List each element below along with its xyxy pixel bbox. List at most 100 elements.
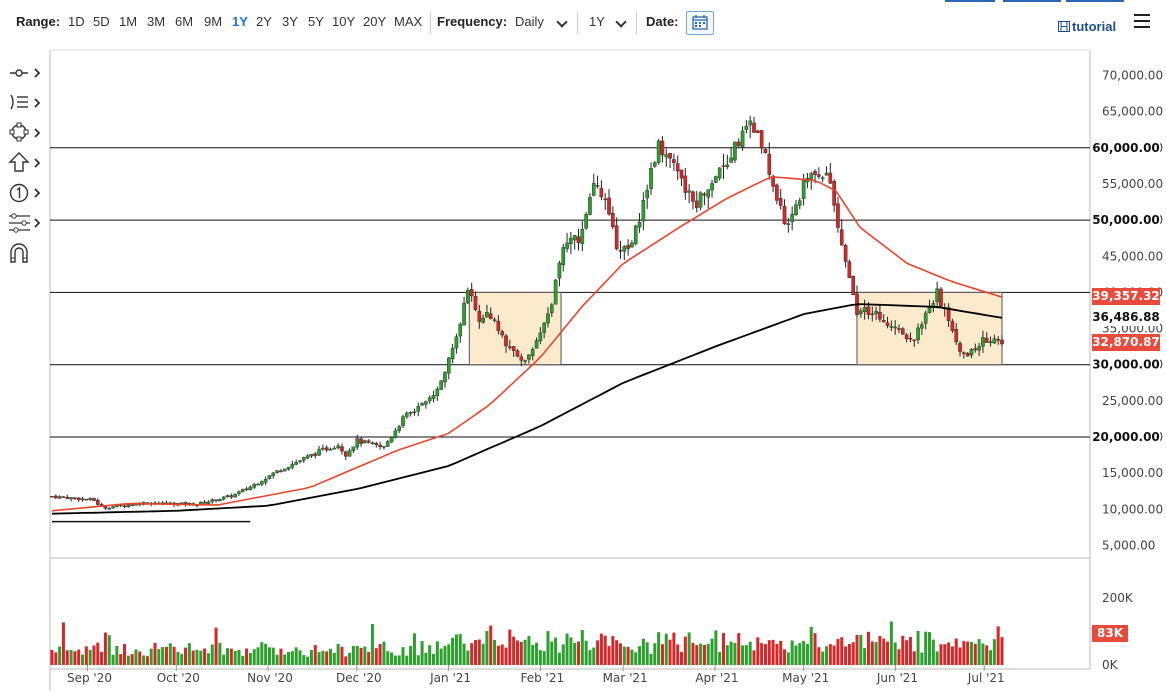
volume-bar (309, 649, 313, 665)
magnet-button[interactable] (6, 240, 46, 266)
range-option-1y[interactable]: 1Y (232, 14, 248, 29)
candle-body (916, 327, 920, 340)
range-option-3y[interactable]: 3Y (282, 14, 298, 29)
volume-bar (405, 655, 409, 665)
volume-bar (107, 635, 111, 665)
candle-body (397, 426, 401, 431)
volume-bar (122, 643, 126, 665)
candle-body (813, 170, 817, 175)
candle-body (565, 242, 569, 249)
volume-bar (557, 652, 561, 665)
period-select[interactable]: 1Y (589, 14, 605, 29)
volume-bar (172, 646, 176, 665)
candle-body (828, 172, 833, 184)
volume-bar (554, 637, 558, 665)
range-option-9m[interactable]: 9M (204, 14, 223, 29)
chevron-down-icon[interactable] (556, 16, 568, 28)
annotation-tool-button[interactable] (6, 180, 46, 206)
candle-body (523, 360, 527, 362)
candle-body (305, 455, 310, 459)
volume-bar (672, 632, 676, 665)
candle-body (878, 311, 882, 320)
candle-body (347, 450, 352, 457)
volume-bar (496, 645, 500, 665)
volume-bar (668, 639, 672, 665)
range-option-max[interactable]: MAX (394, 14, 423, 29)
volume-bar (458, 634, 462, 665)
volume-bar (344, 656, 348, 665)
volume-bar (73, 651, 77, 665)
candle-body (874, 310, 878, 315)
tutorial-link[interactable]: tutorial (1058, 19, 1116, 34)
volume-bar (638, 646, 642, 665)
volume-bar (248, 652, 252, 665)
candle-body (302, 457, 306, 461)
volume-bar (821, 651, 825, 665)
volume-bar (302, 655, 306, 665)
candle-body (725, 164, 730, 167)
candle-body (477, 310, 482, 322)
fib-tool-button[interactable] (6, 90, 46, 116)
candle-body (973, 348, 978, 351)
arrow-tool-button[interactable] (6, 150, 46, 176)
volume-bar (195, 649, 199, 665)
candle-body (179, 502, 184, 504)
range-option-1d[interactable]: 1D (68, 14, 85, 29)
candle-body (286, 466, 291, 470)
candle-body (405, 412, 409, 417)
volume-bar (115, 645, 119, 665)
candle-body (496, 320, 501, 331)
range-option-3m[interactable]: 3M (147, 14, 166, 29)
hamburger-menu-icon[interactable] (1134, 14, 1150, 28)
chevron-down-icon[interactable] (615, 16, 627, 28)
volume-bar (401, 647, 405, 665)
volume-bar (313, 645, 317, 665)
candle-body (694, 200, 699, 208)
volume-bar (710, 638, 714, 665)
candle-body (393, 430, 398, 438)
price-tag: 39,357.32 (1092, 289, 1160, 303)
range-option-10y[interactable]: 10Y (332, 14, 356, 29)
range-option-2y[interactable]: 2Y (256, 14, 272, 29)
level-tag: 60,000.00 (1092, 141, 1160, 155)
candle-body (332, 448, 337, 450)
volume-bar (325, 651, 329, 665)
range-option-20y[interactable]: 20Y (363, 14, 387, 29)
volume-bar (256, 647, 260, 665)
shape-tool-button[interactable] (6, 120, 46, 146)
volume-bar (596, 640, 600, 665)
line-tool-button[interactable] (6, 60, 46, 86)
range-option-6m[interactable]: 6M (175, 14, 194, 29)
volume-bar (69, 649, 73, 665)
candle-body (714, 176, 718, 183)
volume-bar (317, 652, 321, 665)
range-option-1m[interactable]: 1M (119, 14, 138, 29)
candle-body (424, 401, 428, 405)
volume-bar (439, 648, 443, 665)
candle-body (927, 307, 932, 313)
volume-bar (817, 647, 821, 665)
calendar-icon (692, 15, 708, 30)
range-option-5y[interactable]: 5Y (308, 14, 324, 29)
calendar-button[interactable] (686, 11, 714, 35)
candle-body (767, 153, 772, 175)
candle-body (88, 498, 92, 500)
candle-body (313, 453, 318, 456)
pattern-tool-button[interactable] (6, 210, 46, 236)
candle-body (992, 338, 997, 344)
price-chart[interactable]: 70,000.00 65,000.00 60,000.00 55,000.00 50,0… (0, 44, 1166, 693)
candle-body (950, 321, 955, 331)
frequency-select[interactable]: Daily (515, 14, 544, 29)
y-tick-label: 45,000.00 (1102, 249, 1163, 263)
volume-bar (607, 646, 611, 665)
candle-body (988, 341, 993, 343)
volume-bar (84, 646, 88, 665)
volume-bar (145, 656, 149, 665)
frequency-label: Frequency: (437, 14, 508, 29)
range-option-5d[interactable]: 5D (93, 14, 110, 29)
candle-body (1000, 339, 1004, 345)
volume-bar (386, 651, 390, 665)
volume-bar (279, 648, 283, 665)
volume-bar (886, 641, 890, 665)
volume-bar (321, 650, 325, 665)
